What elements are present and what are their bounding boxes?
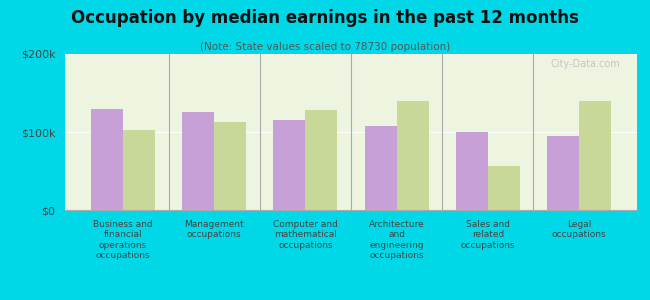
Text: Occupation by median earnings in the past 12 months: Occupation by median earnings in the pas… <box>71 9 579 27</box>
Bar <box>579 101 611 210</box>
Bar <box>214 122 246 210</box>
Bar <box>91 109 123 210</box>
Bar <box>488 166 520 210</box>
Bar <box>274 120 305 210</box>
Bar <box>365 126 396 210</box>
Text: City-Data.com: City-Data.com <box>550 59 620 69</box>
Bar <box>182 112 214 210</box>
Bar <box>547 136 579 210</box>
Bar <box>306 110 337 210</box>
Bar <box>456 132 488 210</box>
Text: (Note: State values scaled to 78730 population): (Note: State values scaled to 78730 popu… <box>200 42 450 52</box>
Bar <box>123 130 155 210</box>
Bar <box>396 101 428 210</box>
